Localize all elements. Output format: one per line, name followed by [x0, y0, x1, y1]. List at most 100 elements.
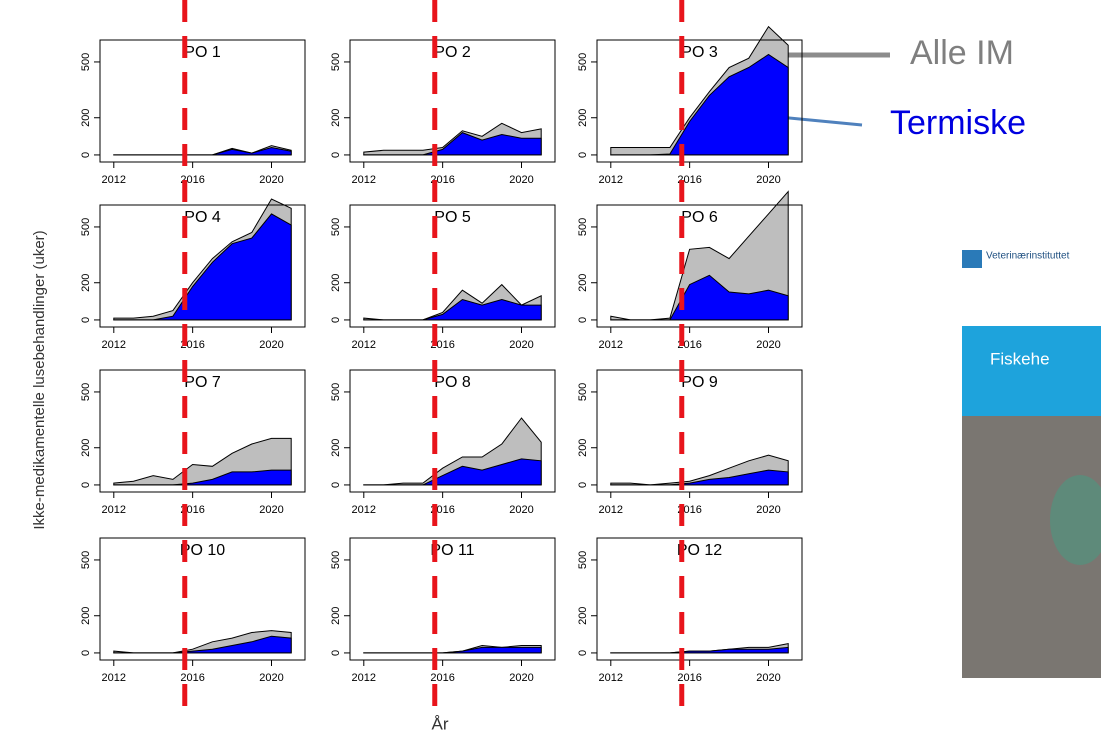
- plot-frame: [596, 204, 803, 328]
- y-tick-label: 500: [330, 218, 342, 236]
- y-tick-label: 200: [330, 274, 342, 292]
- cover-title: Fiskehe: [990, 349, 1050, 368]
- y-tick-label: 0: [330, 650, 342, 656]
- y-tick-label: 200: [577, 607, 589, 625]
- logo-text: Veterinærinstituttet: [986, 251, 1070, 262]
- panel-title: PO 5: [434, 209, 471, 226]
- y-tick-label: 0: [330, 482, 342, 488]
- plot-frame: [99, 39, 306, 163]
- panel-title: PO 7: [184, 374, 221, 391]
- plot-frame: [349, 537, 556, 661]
- area: [113, 213, 292, 321]
- x-tick-label: 2020: [259, 672, 283, 684]
- area: [610, 53, 789, 156]
- y-tick-label: 0: [330, 317, 342, 323]
- plot-frame: [99, 537, 306, 661]
- panel-title: PO 11: [430, 542, 474, 559]
- plot-frame: [596, 39, 803, 163]
- x-tick-label: 2012: [599, 672, 623, 684]
- panel-title: PO 12: [677, 542, 722, 559]
- y-tick-label: 200: [80, 109, 92, 127]
- x-tick-label: 2020: [756, 672, 780, 684]
- panel-title: PO 9: [681, 374, 718, 391]
- y-tick-label: 0: [577, 152, 589, 158]
- x-tick-label: 2012: [352, 672, 376, 684]
- y-tick-label: 500: [577, 53, 589, 71]
- report-cover: Veterinærinstituttet Fiskehe: [962, 250, 1101, 678]
- y-tick-label: 500: [577, 383, 589, 401]
- y-tick-label: 0: [80, 650, 92, 656]
- area: [363, 132, 542, 156]
- y-tick-label: 0: [80, 152, 92, 158]
- x-tick-label: 2020: [509, 339, 533, 351]
- x-tick-label: 2012: [102, 504, 126, 516]
- area: [113, 146, 292, 156]
- panel-title: PO 4: [184, 209, 221, 226]
- y-tick-label: 200: [330, 109, 342, 127]
- y-tick-label: 200: [330, 439, 342, 457]
- cover-image-detail: [1050, 475, 1101, 565]
- x-tick-label: 2020: [756, 339, 780, 351]
- legend-label: Termiske: [890, 104, 1026, 142]
- area: [610, 274, 789, 321]
- x-tick-label: 2012: [102, 672, 126, 684]
- y-tick-label: 0: [577, 650, 589, 656]
- area: [363, 646, 542, 654]
- x-tick-label: 2020: [259, 504, 283, 516]
- y-tick-label: 500: [80, 383, 92, 401]
- y-axis-label: Ikke-medikamentelle lusebehandlinger (uk…: [31, 230, 48, 529]
- y-tick-label: 200: [80, 274, 92, 292]
- plot-frame: [349, 39, 556, 163]
- plot-frame: [99, 369, 306, 493]
- x-tick-label: 2016: [430, 672, 454, 684]
- x-tick-label: 2020: [509, 672, 533, 684]
- plot-frame: [596, 537, 803, 661]
- panel-title: PO 1: [184, 44, 221, 61]
- y-tick-label: 0: [80, 317, 92, 323]
- plot-frame: [349, 369, 556, 493]
- plot-frame: [99, 204, 306, 328]
- y-tick-label: 200: [577, 274, 589, 292]
- area: [363, 298, 542, 321]
- panel-title: PO 10: [180, 542, 225, 559]
- y-tick-label: 0: [80, 482, 92, 488]
- area: [610, 646, 789, 654]
- x-tick-label: 2012: [599, 339, 623, 351]
- y-tick-label: 200: [577, 439, 589, 457]
- panel-title: PO 8: [434, 374, 471, 391]
- x-tick-label: 2016: [677, 672, 701, 684]
- y-tick-label: 200: [80, 607, 92, 625]
- y-tick-label: 0: [577, 482, 589, 488]
- y-tick-label: 500: [80, 551, 92, 569]
- y-tick-label: 200: [577, 109, 589, 127]
- area: [113, 635, 292, 654]
- x-tick-label: 2012: [599, 174, 623, 186]
- x-tick-label: 2012: [352, 339, 376, 351]
- y-tick-label: 500: [80, 53, 92, 71]
- x-tick-label: 2020: [756, 174, 780, 186]
- x-tick-label: 2012: [599, 504, 623, 516]
- legend-label: Alle IM: [910, 34, 1014, 72]
- y-tick-label: 500: [330, 551, 342, 569]
- x-tick-label: 2012: [352, 504, 376, 516]
- x-tick-label: 2012: [352, 174, 376, 186]
- y-tick-label: 200: [330, 607, 342, 625]
- x-tick-label: 2020: [259, 339, 283, 351]
- y-tick-label: 500: [577, 551, 589, 569]
- panel-title: PO 2: [434, 44, 471, 61]
- y-tick-label: 500: [330, 53, 342, 71]
- y-tick-label: 200: [80, 439, 92, 457]
- x-tick-label: 2020: [509, 504, 533, 516]
- panel-title: PO 3: [681, 44, 718, 61]
- x-axis-label: År: [432, 714, 449, 733]
- x-tick-label: 2012: [102, 339, 126, 351]
- logo-icon: [962, 250, 982, 268]
- plot-frame: [596, 369, 803, 493]
- x-tick-label: 2020: [756, 504, 780, 516]
- area: [610, 469, 789, 486]
- y-tick-label: 0: [577, 317, 589, 323]
- x-tick-label: 2012: [102, 174, 126, 186]
- panel-title: PO 6: [681, 209, 718, 226]
- area: [363, 458, 542, 486]
